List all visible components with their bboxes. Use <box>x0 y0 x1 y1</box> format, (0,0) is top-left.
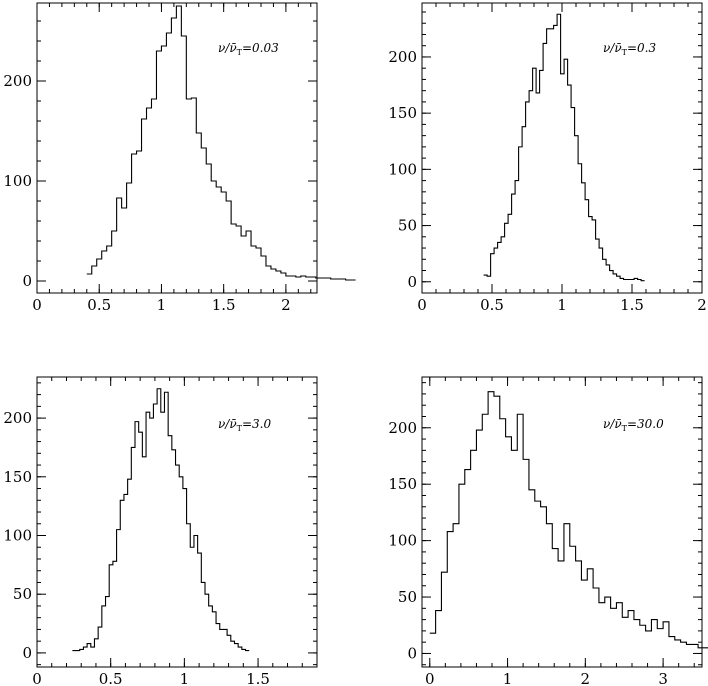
annotation-prefix: ν/ν̄ <box>218 417 237 431</box>
x-tick-label: 0 <box>32 670 42 686</box>
x-tick-label: 0 <box>32 296 42 314</box>
panel-annotation: ν/ν̄T=30.0 <box>603 417 664 433</box>
y-tick-label: 200 <box>3 409 32 427</box>
y-tick-label: 200 <box>388 48 417 66</box>
x-tick-label: 3 <box>658 670 668 686</box>
histogram-panel-2: 0 0.5 1 1.5 2 0 50 100 150 200 ν/ν̄T=0.3 <box>388 2 707 314</box>
x-tick-label: 2 <box>697 296 707 314</box>
x-tick-label: 1.5 <box>212 296 236 314</box>
y-tick-label: 0 <box>407 644 417 662</box>
annotation-suffix: =30.0 <box>627 417 664 431</box>
panel-annotation: ν/ν̄T=3.0 <box>218 417 271 433</box>
annotation-prefix: ν/ν̄ <box>603 41 622 55</box>
y-tick-label: 150 <box>3 468 32 486</box>
x-tick-label: 0.5 <box>87 296 111 314</box>
x-tick-label: 1.5 <box>620 296 644 314</box>
x-tick-label: 1 <box>157 296 167 314</box>
x-tick-label: 2 <box>581 670 591 686</box>
y-tick-label: 100 <box>3 527 32 545</box>
panel-annotation: ν/ν̄T=0.03 <box>218 41 279 57</box>
histogram-steps <box>72 388 250 652</box>
x-tick-label: 0 <box>425 670 435 686</box>
x-tick-label: 1.5 <box>246 670 270 686</box>
x-tick-label: 1 <box>180 670 190 686</box>
annotation-subscript: T <box>622 48 628 57</box>
y-tick-label: 50 <box>13 585 32 603</box>
histogram-steps <box>429 391 708 649</box>
histogram-panel-3: 0 0.5 1 1.5 0 50 100 150 200 ν/ν̄T=3.0 <box>3 376 318 686</box>
annotation-prefix: ν/ν̄ <box>218 41 237 55</box>
histogram-panel-1: 0 0.5 1 1.5 2 0 100 200 ν/ν̄T=0.03 <box>3 2 356 314</box>
x-tick-label: 0 <box>417 296 427 314</box>
y-tick-label: 200 <box>3 72 32 90</box>
plot-frame <box>36 2 318 294</box>
x-tick-label: 0.5 <box>480 296 504 314</box>
y-tick-label: 0 <box>22 272 32 290</box>
plot-frame <box>421 2 703 294</box>
y-tick-label: 0 <box>407 273 417 291</box>
panel-annotation: ν/ν̄T=0.3 <box>603 41 656 57</box>
y-tick-label: 100 <box>3 172 32 190</box>
y-tick-label: 0 <box>22 644 32 662</box>
annotation-suffix: =3.0 <box>242 417 272 431</box>
y-tick-label: 150 <box>388 475 417 493</box>
annotation-subscript: T <box>237 424 243 433</box>
annotation-subscript: T <box>622 424 628 433</box>
histogram-panel-4: 0 1 2 3 0 50 100 150 200 ν/ν̄T=30.0 <box>388 376 708 686</box>
x-tick-label: 0.5 <box>99 670 123 686</box>
plot-frame <box>36 376 318 668</box>
x-tick-label: 1 <box>503 670 513 686</box>
annotation-subscript: T <box>237 48 243 57</box>
y-tick-label: 100 <box>388 532 417 550</box>
histogram-steps <box>483 13 645 282</box>
histogram-steps <box>86 5 356 281</box>
y-tick-label: 100 <box>388 160 417 178</box>
x-tick-label: 1 <box>557 296 567 314</box>
annotation-suffix: =0.3 <box>627 41 657 55</box>
plot-frame <box>421 376 703 668</box>
annotation-prefix: ν/ν̄ <box>603 417 622 431</box>
y-tick-label: 50 <box>398 588 417 606</box>
y-tick-label: 50 <box>398 217 417 235</box>
x-tick-label: 2 <box>281 296 291 314</box>
y-tick-label: 150 <box>388 104 417 122</box>
y-tick-label: 200 <box>388 419 417 437</box>
annotation-suffix: =0.03 <box>242 41 279 55</box>
